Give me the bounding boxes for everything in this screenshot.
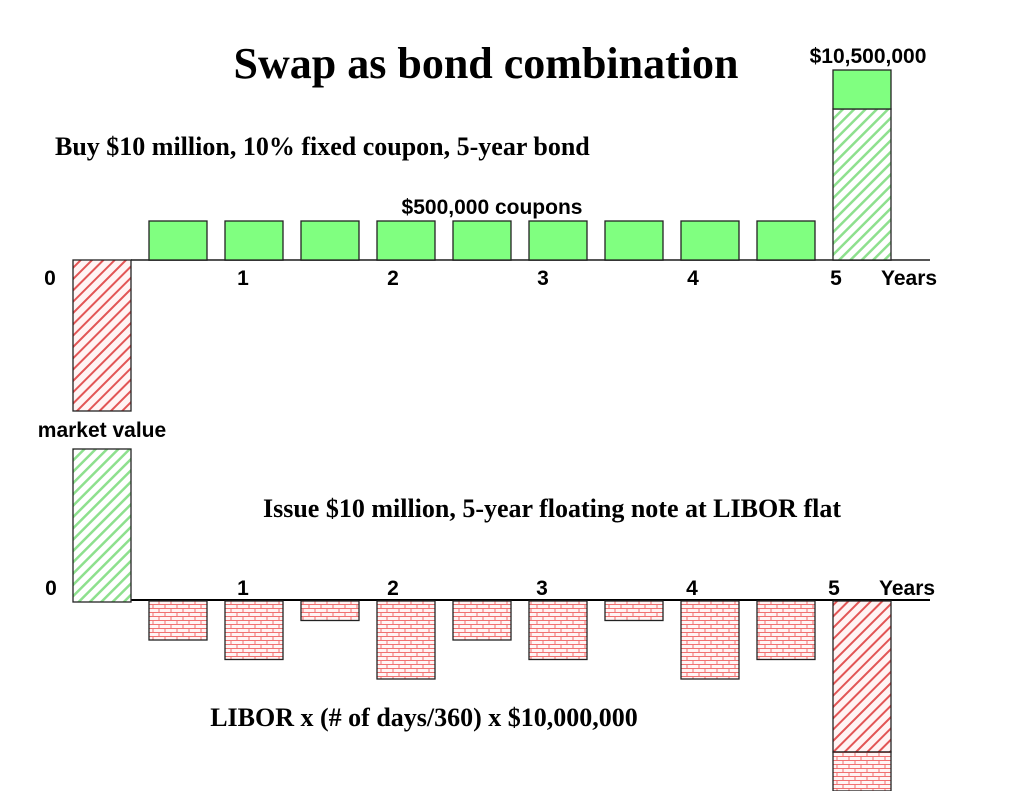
final-payment-label: $10,500,000 — [810, 45, 927, 68]
top-bar-coupons-10 — [832, 69, 892, 110]
bottom-tick-1: 1 — [237, 577, 249, 600]
top-bar-coupons-8 — [680, 220, 740, 261]
bottom-tick-3: 3 — [536, 577, 548, 600]
bottom-bar-issue-proceeds-market-value--0 — [72, 448, 132, 603]
top-bars — [72, 69, 892, 412]
bottom-bar-floating-payments-1 — [148, 600, 208, 641]
top-bar-coupons-5 — [452, 220, 512, 261]
top-bar-coupons-4 — [376, 220, 436, 261]
bottom-axis-unit: Years — [879, 577, 935, 600]
page-title: Swap as bond combination — [234, 39, 739, 88]
bottom-tick-4: 4 — [686, 577, 698, 600]
top-heading: Buy $10 million, 10% fixed coupon, 5-yea… — [55, 132, 590, 161]
top-tick-2: 2 — [387, 267, 399, 290]
top-bar-coupons-1 — [148, 220, 208, 261]
bottom-heading: Issue $10 million, 5-year floating note … — [263, 494, 841, 523]
bottom-tick-5: 5 — [828, 577, 840, 600]
formula-label: LIBOR x (# of days/360) x $10,000,000 — [210, 703, 638, 732]
bottom-bar-floating-payments-8 — [680, 600, 740, 680]
top-tick-0: 0 — [44, 267, 56, 290]
market-value-label: market value — [38, 419, 166, 442]
bottom-tick-0: 0 — [45, 577, 57, 600]
bottom-tick-2: 2 — [387, 577, 399, 600]
top-bar-coupons-3 — [300, 220, 360, 261]
bottom-bars — [72, 448, 892, 791]
top-axis-unit: Years — [881, 267, 937, 290]
top-axis-ticks: 0 1 2 3 4 5 Years — [44, 267, 937, 290]
bottom-bar-floating-payments-3 — [300, 600, 360, 622]
top-bar-coupons-2 — [224, 220, 284, 261]
top-bar-purchase-market-value--0 — [72, 259, 132, 412]
bottom-axis-ticks: 0 1 2 3 4 5 Years — [45, 577, 935, 600]
bottom-bar-floating-payments-9 — [756, 600, 816, 661]
top-tick-5: 5 — [830, 267, 842, 290]
top-bar-coupons-7 — [604, 220, 664, 261]
bottom-bar-floating-payments-2 — [224, 600, 284, 661]
bottom-bar-principal-repayment-10 — [832, 600, 892, 753]
coupon-label: $500,000 coupons — [402, 196, 583, 219]
bottom-bar-floating-payments-5 — [452, 600, 512, 641]
top-tick-1: 1 — [237, 267, 249, 290]
bottom-bar-floating-payments-4 — [376, 600, 436, 680]
bottom-bar-floating-payments-10 — [832, 751, 892, 791]
top-tick-4: 4 — [687, 267, 699, 290]
top-bar-coupons-6 — [528, 220, 588, 261]
bottom-bar-floating-payments-6 — [528, 600, 588, 661]
top-bar-coupons-9 — [756, 220, 816, 261]
bottom-bar-floating-payments-7 — [604, 600, 664, 622]
top-tick-3: 3 — [537, 267, 549, 290]
top-bar-principal-10 — [832, 108, 892, 261]
